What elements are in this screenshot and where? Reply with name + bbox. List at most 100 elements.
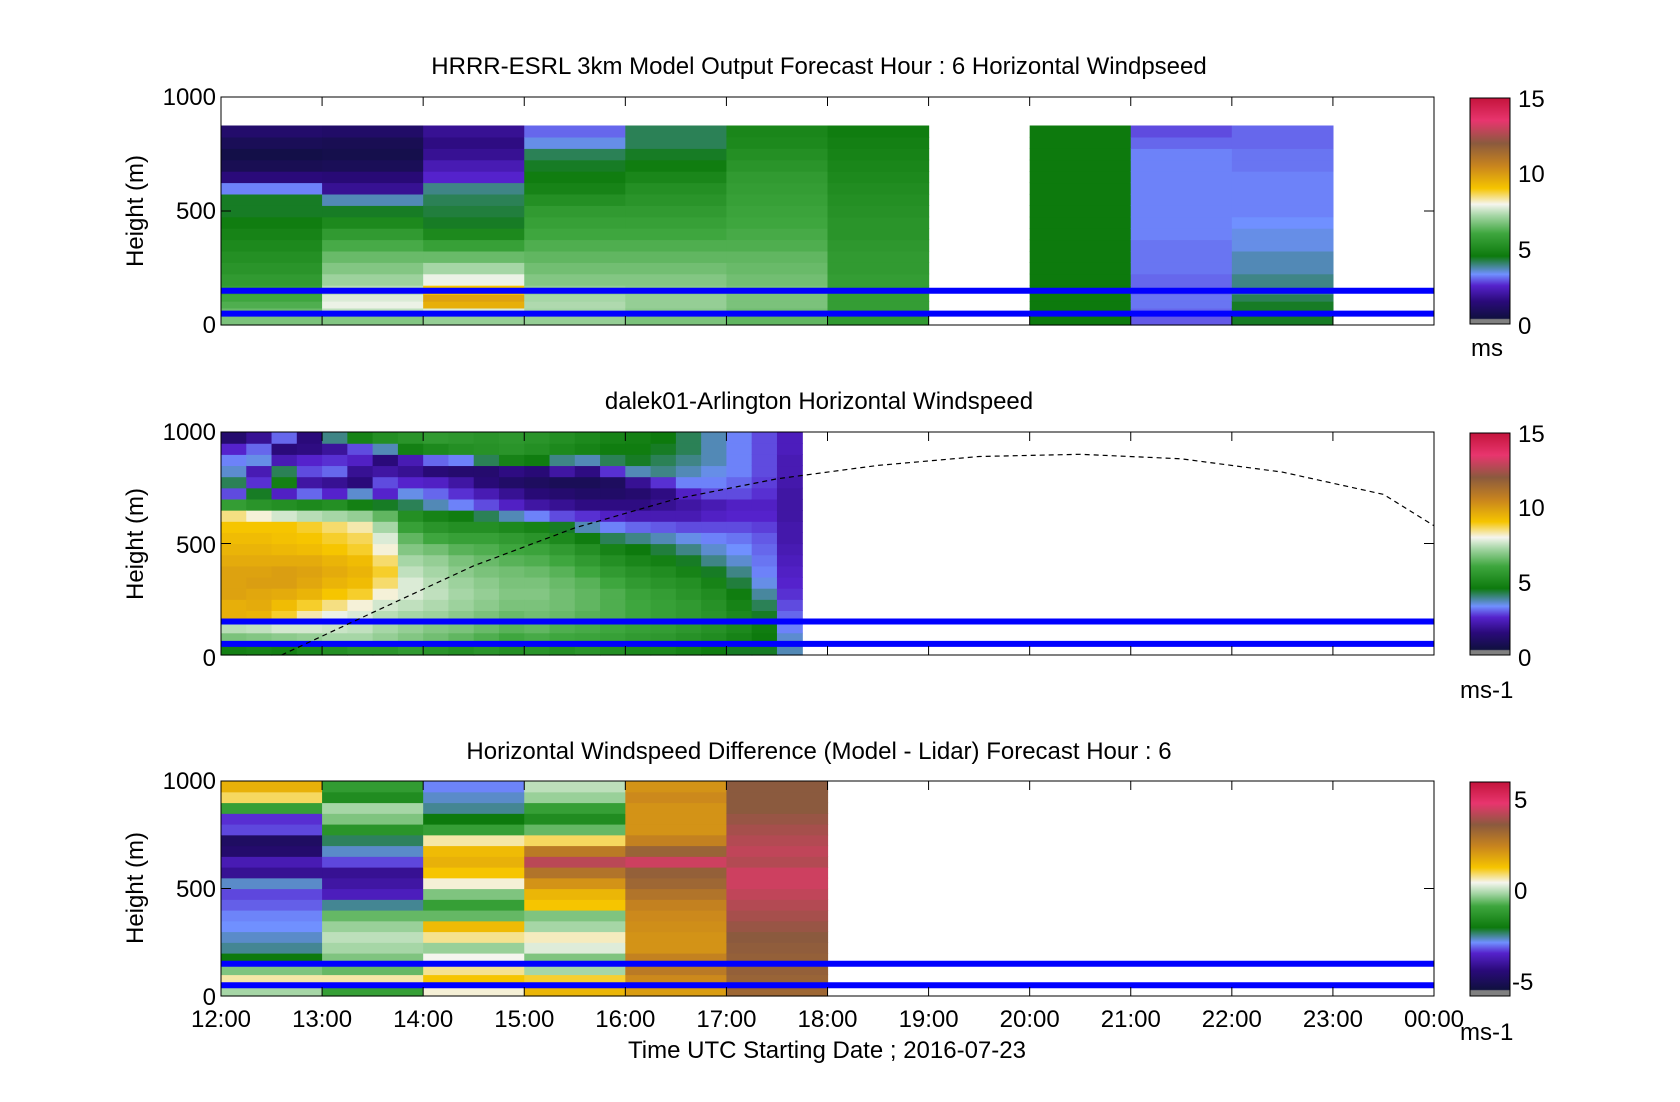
heatmap-cell <box>1231 314 1334 326</box>
heatmap-cell <box>322 899 424 911</box>
heatmap-cell <box>726 610 753 623</box>
heatmap-cell <box>776 476 803 489</box>
heatmap-cell <box>1231 125 1334 138</box>
heatmap-cell <box>296 476 323 489</box>
heatmap-cell <box>625 193 728 206</box>
panel1-heatmap <box>221 125 1334 326</box>
heatmap-cell <box>726 791 829 804</box>
heatmap-cell <box>423 228 525 241</box>
panel3-ytick-0: 0 <box>203 984 216 1011</box>
panel1-title: HRRR-ESRL 3km Model Output Forecast Hour… <box>431 53 1206 80</box>
heatmap-cell <box>524 963 626 976</box>
heatmap-cell <box>524 273 626 286</box>
heatmap-cell <box>498 487 525 500</box>
heatmap-cell <box>498 465 525 478</box>
heatmap-cell <box>322 931 424 943</box>
heatmap-cell <box>701 632 728 645</box>
heatmap-cell <box>221 942 323 954</box>
heatmap-cell <box>625 632 652 645</box>
heatmap-cell <box>650 476 677 489</box>
heatmap-cell <box>322 487 348 500</box>
heatmap-cell <box>271 565 298 578</box>
heatmap-cell <box>776 554 803 567</box>
heatmap-cell <box>347 521 374 533</box>
heatmap-cell <box>574 432 601 444</box>
heatmap-cell <box>322 781 424 793</box>
heatmap-cell <box>726 588 753 600</box>
heatmap-cell <box>423 888 525 900</box>
heatmap-cell <box>221 576 247 589</box>
heatmap-cell <box>675 588 702 600</box>
heatmap-cell <box>397 643 424 656</box>
heatmap-cell <box>423 554 450 567</box>
heatmap-cell <box>625 532 652 545</box>
heatmap-cell <box>726 476 753 489</box>
heatmap-cell <box>1231 250 1334 263</box>
heatmap-cell <box>524 159 626 172</box>
heatmap-cell <box>751 632 778 645</box>
heatmap-cell <box>625 643 652 656</box>
heatmap-cell <box>423 159 525 172</box>
heatmap-cell <box>1029 182 1132 195</box>
heatmap-cell <box>1231 159 1334 172</box>
heatmap-cell <box>296 454 323 467</box>
heatmap-cell <box>675 599 702 611</box>
heatmap-cell <box>1130 182 1233 195</box>
heatmap-cell <box>625 985 728 997</box>
heatmap-cell <box>372 610 399 623</box>
heatmap-cell <box>221 193 323 206</box>
heatmap-cell <box>524 856 626 868</box>
heatmap-cell <box>650 588 677 600</box>
heatmap-cell <box>473 632 500 645</box>
heatmap-cell <box>827 239 930 252</box>
heatmap-cell <box>524 510 551 522</box>
heatmap-cell <box>473 521 500 533</box>
heatmap-cell <box>498 476 525 489</box>
heatmap-cell <box>701 643 728 656</box>
heatmap-cell <box>423 262 525 275</box>
heatmap-cell <box>271 643 298 656</box>
heatmap-cell <box>246 476 273 489</box>
heatmap-cell <box>549 510 576 522</box>
heatmap-cell <box>524 845 626 857</box>
heatmap-cell <box>726 554 753 567</box>
heatmap-cell <box>751 554 778 567</box>
heatmap-cell <box>397 476 424 489</box>
heatmap-cell <box>675 498 702 511</box>
heatmap-cell <box>423 193 525 206</box>
heatmap-cell <box>549 543 576 556</box>
heatmap-cell <box>625 942 728 954</box>
heatmap-cell <box>246 543 273 556</box>
heatmap-cell <box>246 576 273 589</box>
panel3-colorbar-unit: ms-1 <box>1460 1019 1513 1046</box>
heatmap-cell <box>600 443 626 455</box>
heatmap-cell <box>473 454 500 467</box>
heatmap-cell <box>221 543 247 556</box>
heatmap-cell <box>397 443 424 455</box>
heatmap-cell <box>549 465 576 478</box>
heatmap-cell <box>726 963 829 976</box>
heatmap-cell <box>397 621 424 634</box>
heatmap-cell <box>448 576 475 589</box>
heatmap-cell <box>372 443 399 455</box>
heatmap-cell <box>372 498 399 511</box>
heatmap-cell <box>498 498 525 511</box>
heatmap-cell <box>423 301 525 309</box>
heatmap-cell <box>347 576 374 589</box>
heatmap-cell <box>1029 273 1132 286</box>
heatmap-cell <box>423 465 450 478</box>
heatmap-cell <box>1231 262 1334 275</box>
heatmap-cell <box>726 942 829 954</box>
heatmap-cell <box>600 476 626 489</box>
heatmap-cell <box>751 610 778 623</box>
heatmap-cell <box>246 432 273 444</box>
heatmap-cell <box>574 610 601 623</box>
heatmap-cell <box>524 487 551 500</box>
heatmap-cell <box>473 498 500 511</box>
heatmap-cell <box>549 621 576 634</box>
heatmap-cell <box>776 565 803 578</box>
heatmap-cell <box>625 159 728 172</box>
heatmap-cell <box>448 588 475 600</box>
heatmap-cell <box>322 963 424 976</box>
heatmap-cell <box>726 888 829 900</box>
